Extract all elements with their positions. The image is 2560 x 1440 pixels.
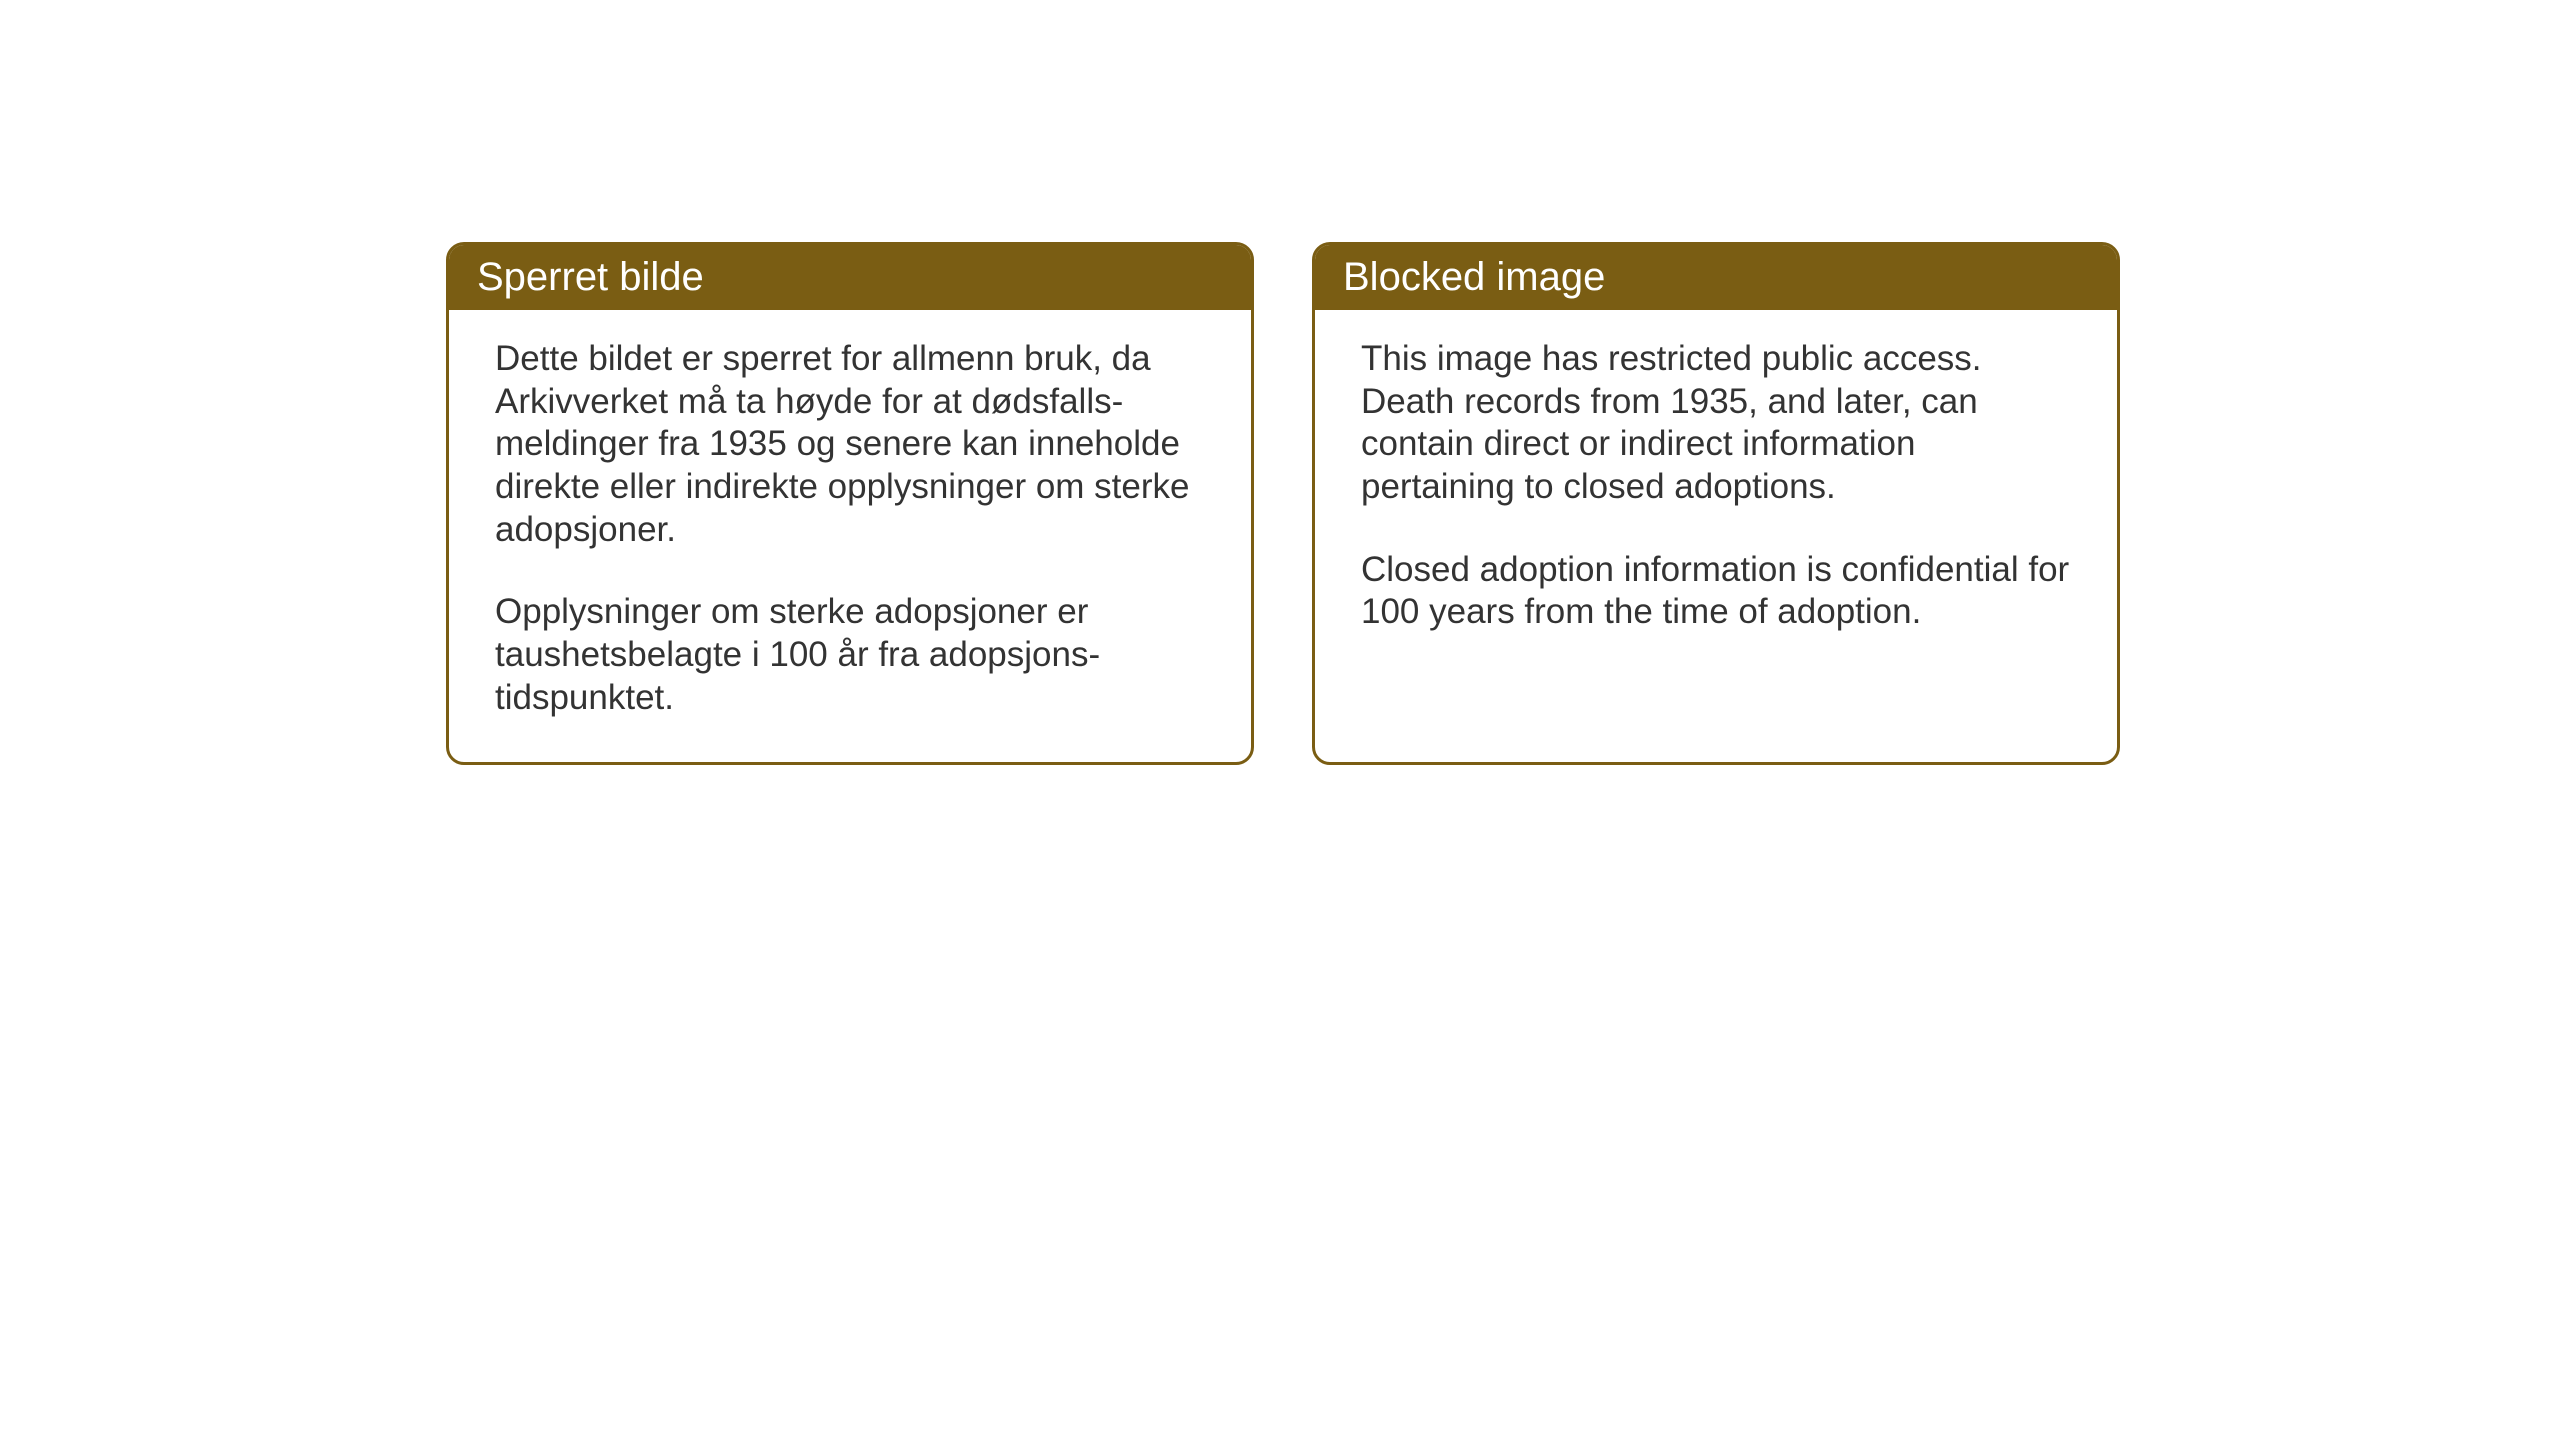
notice-card-norwegian: Sperret bilde Dette bildet er sperret fo… bbox=[446, 242, 1254, 765]
card-paragraph-1-english: This image has restricted public access.… bbox=[1361, 338, 2071, 509]
card-body-english: This image has restricted public access.… bbox=[1315, 310, 2117, 676]
card-header-english: Blocked image bbox=[1315, 245, 2117, 310]
card-paragraph-2-norwegian: Opplysninger om sterke adopsjoner er tau… bbox=[495, 591, 1205, 719]
card-title-norwegian: Sperret bilde bbox=[477, 255, 704, 299]
notice-card-english: Blocked image This image has restricted … bbox=[1312, 242, 2120, 765]
notice-cards-container: Sperret bilde Dette bildet er sperret fo… bbox=[446, 242, 2120, 765]
card-header-norwegian: Sperret bilde bbox=[449, 245, 1251, 310]
card-paragraph-2-english: Closed adoption information is confident… bbox=[1361, 549, 2071, 634]
card-title-english: Blocked image bbox=[1343, 255, 1605, 299]
card-body-norwegian: Dette bildet er sperret for allmenn bruk… bbox=[449, 310, 1251, 762]
card-paragraph-1-norwegian: Dette bildet er sperret for allmenn bruk… bbox=[495, 338, 1205, 551]
